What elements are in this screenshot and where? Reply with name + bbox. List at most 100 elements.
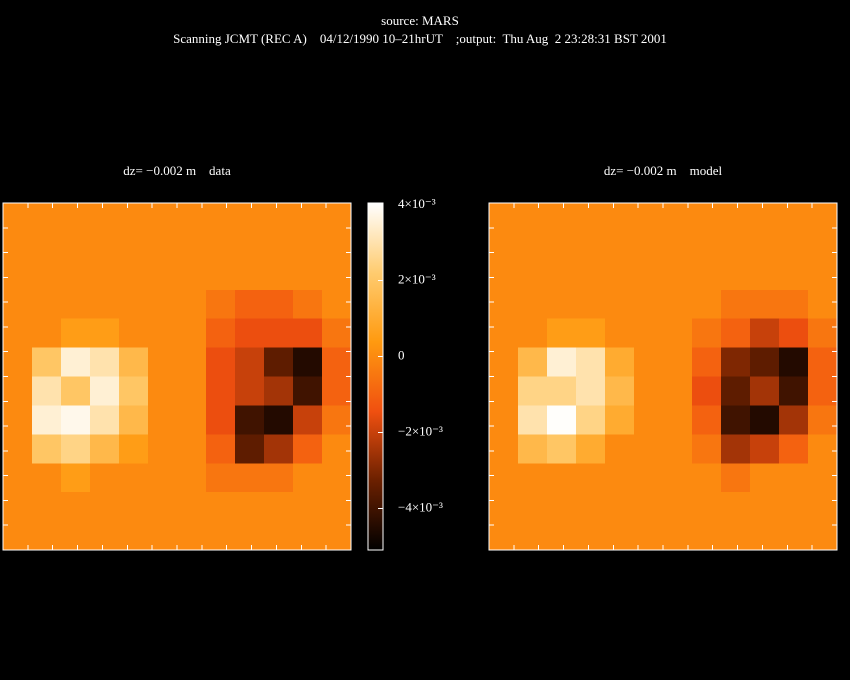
heat-cell: [148, 347, 178, 377]
heat-cell: [148, 492, 178, 522]
heat-cell: [489, 289, 519, 320]
heat-cell: [322, 318, 352, 349]
heat-cell: [692, 492, 722, 522]
heat-cell: [206, 434, 236, 464]
heat-cell: [576, 434, 606, 464]
heat-cell: [61, 203, 91, 233]
heat-cell: [119, 492, 149, 522]
heat-cell: [90, 203, 120, 233]
heat-cell: [206, 318, 236, 349]
heat-cell: [518, 203, 548, 233]
heat-cell: [576, 318, 606, 349]
heat-cell: [32, 289, 62, 320]
heat-cell: [90, 231, 120, 262]
heat-cell: [264, 376, 294, 406]
heat-cell: [489, 260, 519, 291]
heat-cell: [721, 521, 751, 551]
heat-cell: [90, 260, 120, 291]
heat-cell: [148, 405, 178, 435]
heat-cell: [692, 405, 722, 435]
heat-cell: [148, 463, 178, 493]
heat-cell: [692, 231, 722, 262]
heat-cell: [779, 405, 809, 435]
heat-cell: [634, 492, 664, 522]
heat-cell: [634, 405, 664, 435]
heat-cell: [90, 434, 120, 464]
heat-cell: [235, 318, 265, 349]
heat-cell: [547, 376, 577, 406]
heat-cell: [293, 203, 323, 233]
heat-cell: [489, 405, 519, 435]
colorbar-tick-label: 0: [398, 348, 405, 363]
heat-cell: [779, 260, 809, 291]
heat-cell: [148, 203, 178, 233]
heat-cell: [808, 260, 838, 291]
panel-title: dz= −0.002 m data: [123, 163, 231, 178]
heat-cell: [264, 434, 294, 464]
heat-cell: [489, 434, 519, 464]
heat-cell: [489, 347, 519, 377]
heat-cell: [518, 463, 548, 493]
heat-cell: [721, 492, 751, 522]
heat-cell: [663, 463, 693, 493]
heat-cell: [3, 289, 33, 320]
heat-cell: [235, 492, 265, 522]
heat-cell: [547, 463, 577, 493]
heat-cell: [634, 434, 664, 464]
heat-cell: [547, 203, 577, 233]
heat-cell: [692, 434, 722, 464]
heat-cell: [322, 260, 352, 291]
heat-cell: [576, 347, 606, 377]
heat-cell: [148, 521, 178, 551]
heat-cell: [32, 463, 62, 493]
heat-cell: [750, 376, 780, 406]
heat-cell: [293, 521, 323, 551]
heat-cell: [547, 260, 577, 291]
heat-cell: [634, 260, 664, 291]
heat-cell: [692, 376, 722, 406]
heat-cell: [322, 231, 352, 262]
heat-cell: [692, 347, 722, 377]
heat-cell: [663, 318, 693, 349]
heat-cell: [692, 318, 722, 349]
heat-cell: [750, 347, 780, 377]
heat-cell: [322, 521, 352, 551]
heat-cell: [119, 289, 149, 320]
heat-cell: [721, 289, 751, 320]
heat-cell: [605, 203, 635, 233]
heat-cell: [547, 521, 577, 551]
heat-cell: [576, 376, 606, 406]
heat-cell: [750, 434, 780, 464]
heat-cell: [808, 434, 838, 464]
heat-cell: [576, 405, 606, 435]
heat-cell: [808, 463, 838, 493]
heat-cell: [779, 318, 809, 349]
heat-cell: [489, 318, 519, 349]
heat-cell: [576, 260, 606, 291]
heat-cell: [605, 521, 635, 551]
heat-cell: [750, 203, 780, 233]
heat-cell: [264, 463, 294, 493]
colorbar-tick-label: 4×10⁻³: [398, 196, 436, 211]
heat-cell: [264, 231, 294, 262]
heat-cell: [119, 231, 149, 262]
heat-cell: [518, 231, 548, 262]
heat-cell: [808, 405, 838, 435]
heat-cell: [206, 405, 236, 435]
heat-cell: [3, 405, 33, 435]
heat-cell: [692, 289, 722, 320]
heat-cell: [293, 318, 323, 349]
heat-cell: [293, 405, 323, 435]
heat-cell: [576, 463, 606, 493]
heat-cell: [779, 376, 809, 406]
heat-cell: [206, 376, 236, 406]
heat-cell: [148, 434, 178, 464]
heat-cell: [605, 289, 635, 320]
heat-cell: [547, 289, 577, 320]
heat-cell: [322, 405, 352, 435]
heat-cell: [177, 492, 207, 522]
heat-cell: [119, 463, 149, 493]
heat-cell: [576, 231, 606, 262]
heat-cell: [32, 376, 62, 406]
heat-cell: [779, 434, 809, 464]
